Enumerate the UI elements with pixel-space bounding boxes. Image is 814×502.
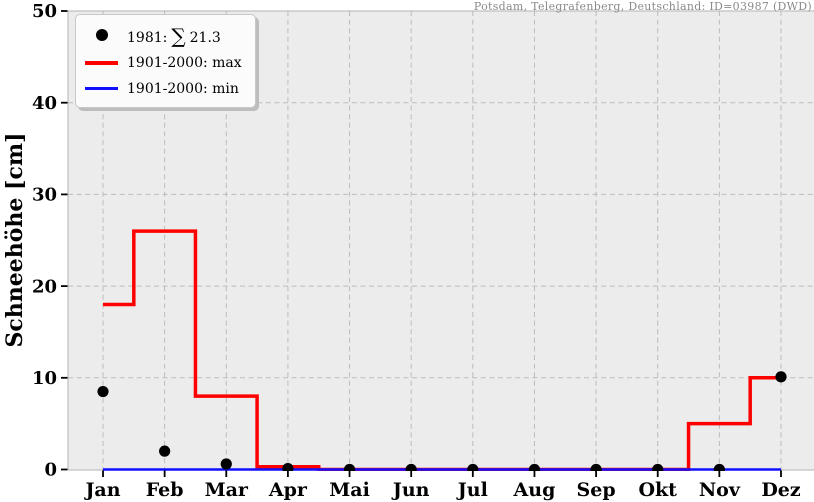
data-point-dot: [220, 458, 232, 470]
x-tick-label: Sep: [577, 479, 616, 501]
x-tick-label: Jul: [456, 479, 488, 501]
data-point-dot: [590, 463, 602, 471]
x-tick-label: Feb: [146, 479, 184, 501]
x-tick-label: Apr: [268, 479, 308, 501]
x-tick-label: Okt: [638, 479, 677, 501]
data-point-dot: [97, 385, 109, 398]
y-axis-title: Schneehöhe [cm]: [2, 132, 28, 348]
legend-item-min: 1901-2000: min: [85, 78, 242, 99]
data-point-dot: [713, 463, 725, 471]
y-tick-label: 30: [32, 185, 57, 206]
data-point-dot: [282, 462, 294, 471]
legend-marker-cell: [85, 28, 118, 41]
legend-marker-cell: [85, 87, 118, 90]
y-tick-label: 10: [32, 368, 57, 389]
legend-label-1981: 1981: ∑ 21.3: [127, 23, 221, 48]
legend-min-line-swatch: [85, 87, 118, 90]
data-point-dot: [528, 463, 541, 471]
data-point-dot: [343, 463, 356, 471]
x-tick-label: Mar: [205, 479, 249, 501]
x-tick-label: Dez: [761, 479, 801, 501]
legend-dot-marker: [95, 28, 108, 41]
legend-item-1981: 1981: ∑ 21.3: [85, 22, 242, 48]
y-tick-label: 40: [32, 93, 57, 114]
legend-marker-cell: [85, 60, 118, 65]
data-point-dot: [652, 463, 664, 471]
y-tick-label: 50: [32, 1, 57, 22]
x-tick-label: Jun: [391, 479, 430, 501]
sum-symbol: ∑: [171, 23, 186, 48]
x-tick-label: Jan: [83, 479, 120, 501]
data-point-dot: [159, 445, 171, 457]
legend-label-min: 1901-2000: min: [127, 80, 239, 97]
y-tick-label: 20: [32, 276, 57, 297]
data-point-dot: [775, 371, 787, 383]
chart-legend: 1981: ∑ 21.3 1901-2000: max 1901-2000: min: [75, 14, 256, 108]
station-label: Potsdam, Telegrafenberg, Deutschland: ID…: [473, 0, 812, 13]
x-tick-label: Aug: [513, 479, 556, 501]
legend-1981-prefix: 1981:: [127, 29, 168, 46]
legend-label-max: 1901-2000: max: [127, 54, 242, 71]
legend-1981-sum-value: 21.3: [189, 29, 221, 46]
x-tick-label: Mai: [329, 479, 370, 501]
legend-max-line-swatch: [85, 60, 118, 65]
x-tick-label: Nov: [699, 479, 741, 501]
y-tick-label: 0: [44, 460, 57, 481]
data-point-dot: [467, 463, 479, 471]
legend-item-max: 1901-2000: max: [85, 52, 242, 73]
data-point-dot: [405, 463, 417, 471]
